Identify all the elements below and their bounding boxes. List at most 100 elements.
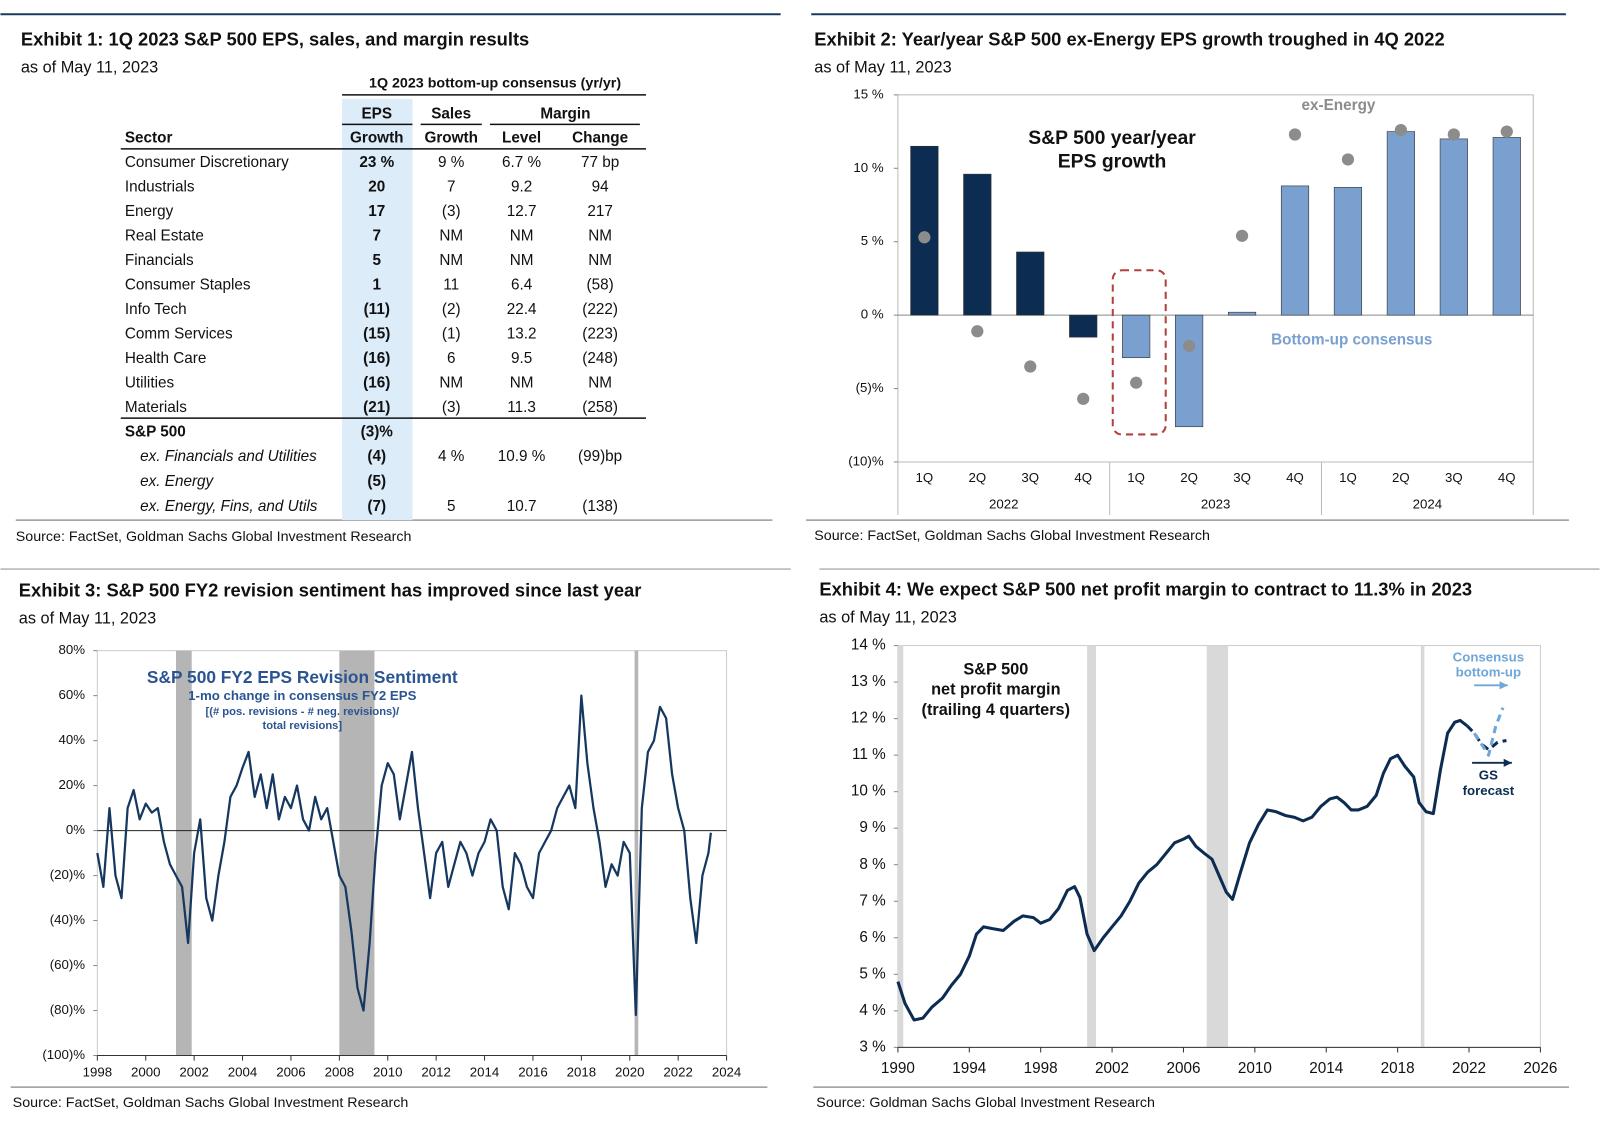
series-label: S&P 500	[963, 660, 1028, 678]
table-cell: NM	[439, 252, 463, 269]
x-tick-label: 1Q	[916, 470, 934, 485]
y-tick-label: 10 %	[853, 160, 883, 175]
recession-shade	[634, 650, 639, 1056]
column-header: Growth	[424, 130, 477, 147]
table-cell: (248)	[582, 350, 618, 367]
series-label: net profit margin	[931, 681, 1060, 699]
series-label: (trailing 4 quarters)	[922, 701, 1071, 719]
dot	[971, 325, 984, 338]
table-cell: 13.2	[507, 326, 537, 343]
dot	[1130, 376, 1143, 389]
y-tick-label: 8 %	[859, 856, 886, 873]
table-cell: NM	[588, 228, 612, 245]
source: Source: FactSet, Goldman Sachs Global In…	[16, 529, 412, 545]
row-label: Industrials	[125, 179, 195, 196]
table-cell: 6.7 %	[502, 154, 541, 171]
row-label: ex. Energy, Fins, and Utils	[140, 498, 318, 515]
y-tick-label: 40%	[59, 732, 86, 747]
table-cell: 5	[447, 498, 456, 515]
table-cell: 6.4	[511, 277, 533, 294]
y-tick-label: 12 %	[851, 710, 886, 727]
x-tick-label: 1Q	[1127, 470, 1145, 485]
exhibit-title: Exhibit 2: Year/year S&P 500 ex-Energy E…	[814, 29, 1444, 50]
x-tick-label: 2022	[663, 1064, 692, 1079]
table-cell: 11.3	[507, 399, 536, 416]
x-tick-label: 2018	[1381, 1060, 1415, 1077]
year-label: 2024	[1413, 496, 1442, 511]
x-tick-label: 2002	[179, 1064, 208, 1079]
exhibit-subtitle: as of May 11, 2023	[814, 59, 951, 77]
x-tick-label: 1998	[1024, 1060, 1058, 1077]
series-label: forecast	[1463, 783, 1515, 798]
x-tick-label: 2Q	[1180, 470, 1198, 485]
exhibit-subtitle: as of May 11, 2023	[819, 608, 956, 626]
plot-frame	[897, 94, 1534, 463]
y-tick-label: 11 %	[852, 746, 886, 763]
bar	[1439, 138, 1468, 316]
year-label: 2022	[989, 496, 1018, 511]
row-label: Materials	[125, 399, 187, 416]
table-cell: (16)	[363, 350, 390, 367]
dot	[1235, 229, 1249, 242]
series-line	[1473, 707, 1505, 757]
exhibit-title: Exhibit 4: We expect S&P 500 net profit …	[819, 578, 1472, 599]
y-tick-label: (60)%	[50, 957, 86, 972]
x-tick-label: 3Q	[1445, 470, 1463, 485]
table-cell: (15)	[363, 326, 390, 343]
highlight-column	[342, 98, 413, 521]
x-tick-label: 2014	[470, 1064, 499, 1079]
table-cell: (21)	[363, 399, 390, 416]
table-cell: (7)	[367, 498, 386, 515]
table-cell: 4 %	[438, 448, 465, 465]
y-tick-label: 0 %	[861, 307, 884, 322]
x-tick-label: 2018	[567, 1064, 596, 1079]
x-tick-label: 2Q	[1392, 470, 1410, 485]
y-tick-label: 3 %	[859, 1038, 886, 1055]
year-label: 2023	[1201, 496, 1230, 511]
x-tick-label: 2002	[1095, 1060, 1129, 1077]
series-label: GS	[1479, 768, 1498, 783]
bar	[1175, 314, 1204, 428]
table-cell: 10.7	[507, 498, 537, 515]
chart-annotation: EPS growth	[1058, 150, 1167, 172]
table-cell: 10.9 %	[498, 448, 546, 465]
y-tick-label: 5 %	[861, 233, 884, 248]
row-label: S&P 500	[125, 423, 186, 440]
dot	[1077, 392, 1090, 405]
row-label: ex. Financials and Utilities	[140, 448, 317, 465]
chart-annotation: S&P 500 year/year	[1028, 127, 1196, 149]
series-line	[896, 718, 1469, 1022]
y-tick-label: 13 %	[851, 673, 886, 690]
x-tick-label: 2024	[712, 1064, 741, 1079]
x-tick-label: 1Q	[1339, 470, 1357, 485]
y-tick-label: 20%	[59, 777, 86, 792]
row-label: Financials	[125, 252, 194, 269]
x-tick-label: 4Q	[1074, 470, 1092, 485]
table-cell: (16)	[363, 374, 390, 391]
table-cell: 20	[368, 179, 385, 196]
x-tick-label: 4Q	[1286, 470, 1304, 485]
bar	[1069, 314, 1098, 338]
exhibit-title: Exhibit 3: S&P 500 FY2 revision sentimen…	[19, 579, 642, 600]
series-label: [(# pos. revisions - # neg. revisions)/	[206, 706, 400, 718]
y-tick-label: 80%	[59, 642, 86, 657]
row-label: ex. Energy	[140, 473, 214, 490]
row-label: Consumer Staples	[125, 277, 251, 294]
series-label: bottom-up	[1456, 665, 1522, 680]
table-cell: 77 bp	[581, 154, 619, 171]
column-group-header: Sales	[431, 105, 471, 122]
x-tick-label: 2016	[518, 1064, 547, 1079]
series-label: Consensus	[1453, 649, 1524, 664]
y-tick-label: 6 %	[859, 929, 886, 946]
y-tick-label: 60%	[59, 687, 86, 702]
table-cell: 11	[443, 277, 459, 294]
table-cell: (5)	[367, 473, 386, 490]
y-tick-label: 0%	[66, 822, 85, 837]
row-label: Real Estate	[125, 228, 204, 245]
x-tick-label: 4Q	[1498, 470, 1516, 485]
table-cell: NM	[510, 252, 534, 269]
table-cell: (258)	[582, 399, 618, 416]
y-tick-label: (80)%	[50, 1002, 86, 1017]
x-tick-label: 2000	[131, 1064, 160, 1079]
table-cell: 17	[368, 203, 385, 220]
